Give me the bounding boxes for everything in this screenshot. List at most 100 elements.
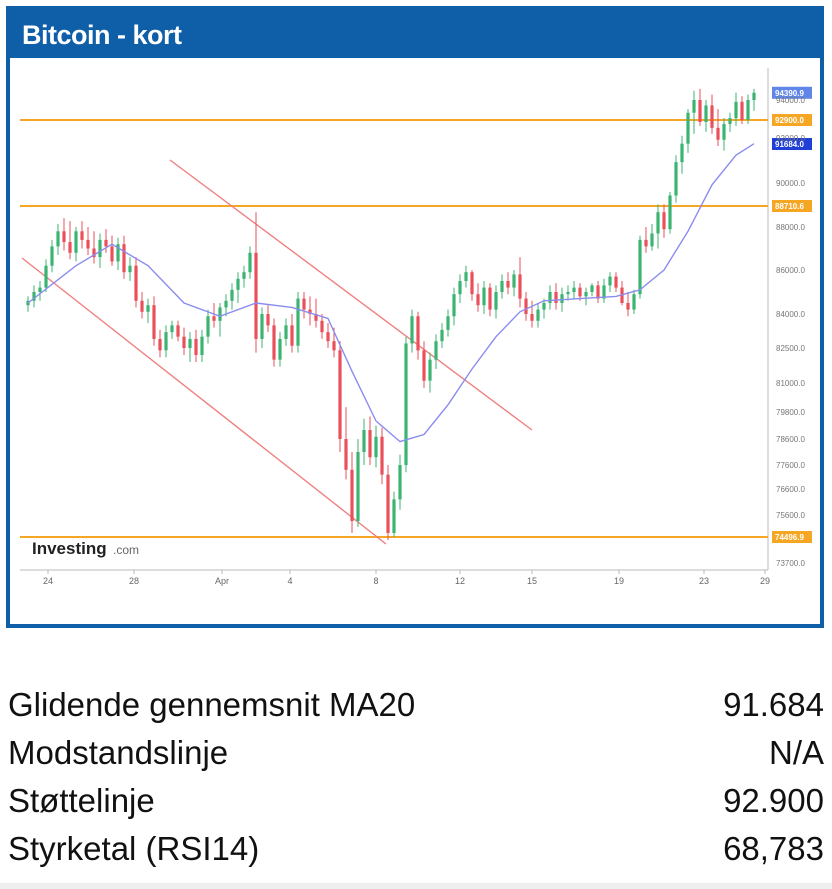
candle-body [38,287,42,292]
y-tick-label: 75600.0 [776,511,805,520]
candle-body [650,233,654,247]
horizontal-levels [20,119,768,538]
candle-body [332,341,336,351]
candle-body [734,101,738,119]
candle-body [692,100,696,113]
candle-body [314,314,318,321]
candle-body [182,336,186,348]
candle-body [98,239,102,258]
candle-body [326,332,330,342]
candle-body [614,276,618,288]
candle-body [518,274,522,299]
price-markers: 94390.9 92900.0 91684.0 88710.6 74496.9 [772,86,812,543]
candle-body [92,248,96,258]
candle-body [254,252,258,339]
x-tick-label: 12 [455,576,465,586]
price-marker-label: 92900.0 [775,116,804,125]
candle-body [110,246,114,262]
candle-body [50,246,54,266]
candle-body [596,285,600,299]
candle-body [284,325,288,339]
candle-body [278,338,282,360]
channel-lower-line [21,257,387,545]
bottom-divider [0,883,832,889]
y-tick-label: 77600.0 [776,461,805,470]
x-tick-label: 15 [527,576,537,586]
candle-body [470,272,474,295]
candlestick-chart: 94390.9 92900.0 91684.0 88710.6 74496.9 24 28… [20,68,812,586]
candle-body [488,287,492,310]
candle-body [644,239,648,247]
candle-body [116,244,120,262]
candle-body [218,307,222,321]
candle-body [500,281,504,292]
candle-body [494,292,498,310]
y-tick-label: 76600.0 [776,485,805,494]
candle-body [380,436,384,475]
candle-body [572,287,576,292]
metric-row-ma20: Glidende gennemsnit MA20 91.684 [8,686,824,734]
candle-body [194,338,198,355]
candle-body [242,272,246,279]
candle-body [710,105,714,128]
price-marker-box [772,86,812,99]
y-tick-label: 90000.0 [776,179,805,188]
candle-body [686,112,690,144]
candle-body [428,359,432,381]
candle-body [554,292,558,303]
candle-body [662,212,666,230]
candle-body [266,314,270,326]
candle-body [560,294,564,303]
candle-body [524,298,528,314]
candle-body [236,278,240,290]
candle-body [176,325,180,337]
candle-body [674,162,678,196]
candle-body [86,239,90,249]
candle-body [476,294,480,306]
candle-body [398,465,402,500]
chart-title: Bitcoin - kort [22,20,182,50]
price-marker-box [772,114,812,126]
candle-body [212,316,216,321]
candle-body [170,325,174,333]
y-tick-label: 81000.0 [776,379,805,388]
metrics-table: Glidende gennemsnit MA20 91.684 Modstand… [8,686,824,878]
metric-label: Støttelinje [8,782,155,819]
candle-body [248,252,252,273]
candle-body [422,350,426,381]
candle-body [446,316,450,330]
candle-body [308,309,312,314]
ma20-line [27,143,755,443]
price-marker-box [772,200,812,212]
price-marker-label: 94390.9 [775,89,804,98]
candle-body [680,143,684,163]
candle-body [32,292,36,301]
candle-body [290,325,294,346]
price-marker-box [772,138,812,150]
price-marker-label: 88710.6 [775,202,804,211]
candle-body [356,452,360,521]
candle-body [68,242,72,253]
candle-body [716,127,720,140]
candle-body [230,289,234,301]
candle-body [512,274,516,288]
y-tick-label: 94000.0 [776,96,805,105]
candle-body [434,341,438,360]
candle-body [626,303,630,310]
y-tick-label: 92000.0 [776,134,805,143]
candle-body [122,244,126,273]
candle-body [542,303,546,310]
candle-body [668,195,672,230]
candle-body [368,430,372,458]
y-tick-label: 79800.0 [776,408,805,417]
x-tick-label: 4 [287,576,292,586]
candle-body [164,332,168,351]
candle-body [200,336,204,355]
candle-body [452,294,456,317]
candle-body [752,92,756,100]
x-tick-label: 23 [699,576,709,586]
candle-body [740,101,744,120]
candle-body [728,118,732,124]
y-tick-label: 84000.0 [776,310,805,319]
candle-body [416,316,420,351]
